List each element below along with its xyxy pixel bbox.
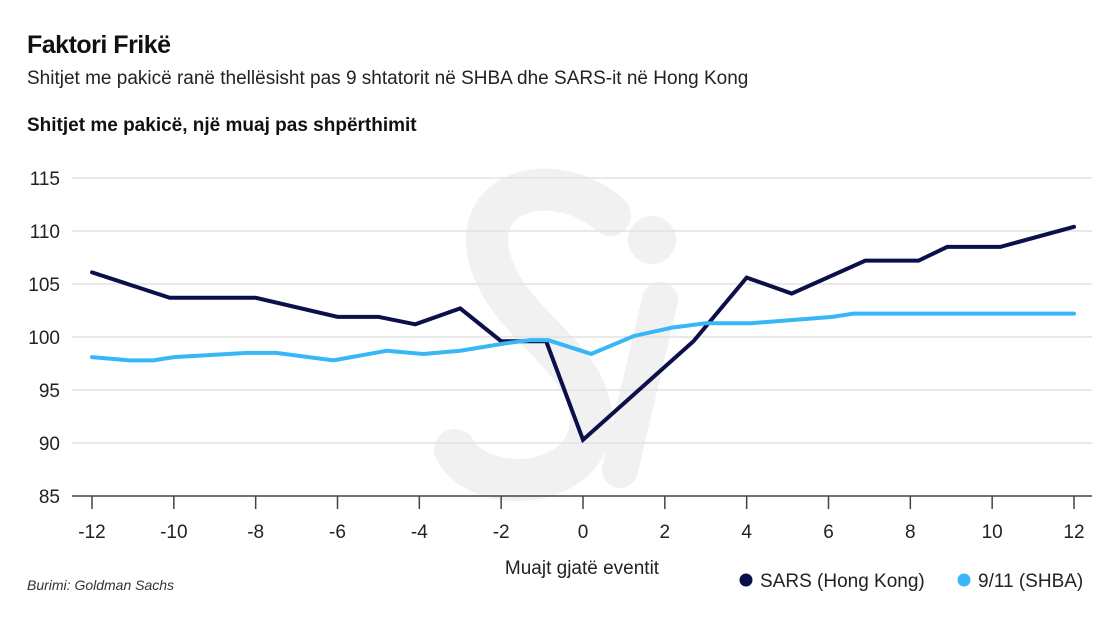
y-tick-label: 85 <box>39 487 60 508</box>
y-tick-label: 100 <box>28 328 60 349</box>
x-tick-label: -6 <box>329 522 346 543</box>
chart-title: Shitjet me pakicë, një muaj pas shpërthi… <box>27 115 417 136</box>
legend-label: SARS (Hong Kong) <box>760 571 925 592</box>
x-tick-label: 8 <box>905 522 916 543</box>
y-tick-label: 115 <box>30 169 60 190</box>
y-tick-label: 90 <box>39 434 60 455</box>
legend-marker <box>957 573 971 587</box>
x-tick-label: 6 <box>823 522 834 543</box>
x-tick-label: 4 <box>741 522 752 543</box>
x-tick-label: -2 <box>493 522 510 543</box>
x-axis-label: Muajt gjatë eventit <box>505 558 660 579</box>
source-note: Burimi: Goldman Sachs <box>27 577 175 593</box>
page-subtitle: Shitjet me pakicë ranë thellësisht pas 9… <box>27 68 749 89</box>
x-tick-label: -10 <box>160 522 187 543</box>
x-tick-label: 0 <box>578 522 589 543</box>
series-line-0 <box>90 224 1076 444</box>
x-tick-label: -12 <box>78 522 105 543</box>
watermark-i-stem <box>602 282 678 488</box>
series-line-1 <box>90 311 1076 363</box>
x-tick-label: -4 <box>411 522 428 543</box>
x-tick-label: -8 <box>247 522 264 543</box>
x-tick-label: 10 <box>982 522 1003 543</box>
x-tick-label: 2 <box>660 522 671 543</box>
y-tick-label: 110 <box>30 222 60 243</box>
watermark-i-dot <box>628 216 676 264</box>
y-tick-label: 105 <box>28 275 60 296</box>
page-title: Faktori Frikë <box>27 31 171 59</box>
legend-label: 9/11 (SHBA) <box>978 571 1083 592</box>
legend-marker <box>739 573 753 587</box>
y-tick-label: 95 <box>39 381 60 402</box>
x-tick-label: 12 <box>1063 522 1084 543</box>
